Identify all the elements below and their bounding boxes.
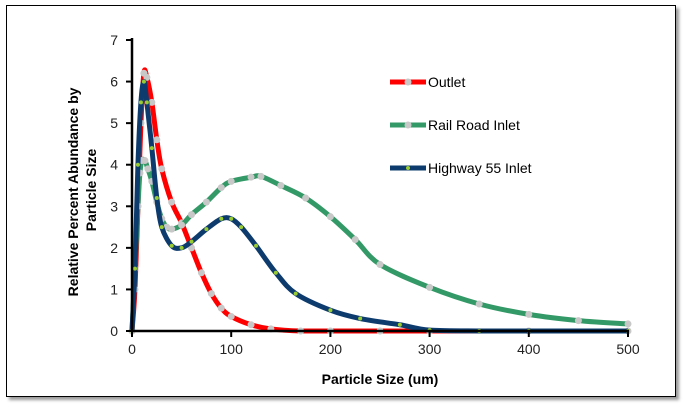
data-point [149, 146, 154, 151]
series-line [129, 79, 628, 334]
y-tick-label: 4 [110, 157, 118, 173]
y-tick-label: 7 [110, 32, 118, 48]
data-point [358, 316, 363, 321]
data-point [138, 100, 143, 105]
x-tick-label: 300 [418, 341, 442, 357]
data-point [132, 266, 137, 271]
x-tick-label: 200 [319, 341, 343, 357]
data-point [328, 308, 333, 313]
data-point [144, 100, 149, 105]
y-axis-label: Relative Percent Abundance by Particle S… [65, 84, 99, 297]
data-point [247, 173, 255, 181]
legend-label: Outlet [428, 74, 465, 90]
legend-marker [404, 121, 412, 129]
y-tick-label: 6 [110, 74, 118, 90]
data-point [475, 300, 483, 308]
data-point [144, 165, 152, 173]
data-point [227, 312, 235, 320]
series-rail-road-inlet [128, 156, 632, 335]
legend-label: Highway 55 Inlet [428, 160, 532, 176]
data-point [217, 304, 225, 312]
data-point [158, 165, 166, 173]
data-point [376, 260, 384, 268]
data-point [574, 317, 582, 325]
data-point [351, 236, 359, 244]
data-point [169, 243, 174, 248]
y-axis-label-line-2: Particle Size [83, 149, 99, 232]
data-point [141, 157, 149, 165]
data-point [141, 79, 146, 84]
data-point [257, 172, 265, 180]
data-point [178, 221, 186, 229]
data-point [254, 243, 258, 248]
data-point [188, 211, 196, 219]
data-point [207, 290, 215, 298]
data-point [247, 321, 255, 329]
legend: Outlet Rail Road Inlet Highway 55 Inlet [390, 74, 532, 176]
x-tick-label: 100 [220, 341, 244, 357]
data-point [135, 162, 140, 167]
x-tick-label: 400 [517, 341, 541, 357]
data-point [273, 270, 278, 275]
data-point [159, 225, 164, 230]
y-tick-label: 2 [110, 240, 118, 256]
data-point [525, 310, 533, 318]
data-point [197, 269, 205, 277]
data-point [154, 195, 159, 200]
data-point [624, 320, 632, 328]
data-point [217, 184, 225, 192]
data-point [293, 291, 298, 296]
data-point [426, 283, 434, 291]
data-point [397, 322, 402, 327]
data-point [302, 194, 310, 202]
y-axis-label-line-1: Relative Percent Abundance by [65, 87, 81, 296]
legend-label: Rail Road Inlet [428, 117, 520, 133]
data-point [168, 225, 176, 233]
series-line [129, 156, 629, 332]
data-point [229, 216, 234, 221]
data-point [204, 227, 209, 232]
y-tick-label: 3 [110, 198, 118, 214]
data-point [277, 182, 285, 189]
x-tick-label: 500 [616, 341, 640, 357]
y-tick-label: 5 [110, 115, 118, 131]
y-tick-label: 0 [110, 323, 118, 339]
data-point [239, 225, 244, 230]
x-axis-label: Particle Size (um) [322, 371, 439, 387]
data-point [148, 98, 156, 106]
data-point [202, 198, 210, 206]
legend-marker [404, 78, 412, 86]
data-point [179, 245, 184, 250]
data-point [227, 177, 235, 185]
legend-marker [406, 166, 410, 170]
data-point [143, 73, 151, 81]
data-point [219, 216, 224, 221]
data-point [189, 239, 194, 244]
x-tick-label: 0 [128, 341, 136, 357]
data-point [153, 136, 161, 144]
data-point [326, 213, 334, 221]
y-tick-label: 1 [110, 281, 118, 297]
data-point [168, 198, 176, 206]
